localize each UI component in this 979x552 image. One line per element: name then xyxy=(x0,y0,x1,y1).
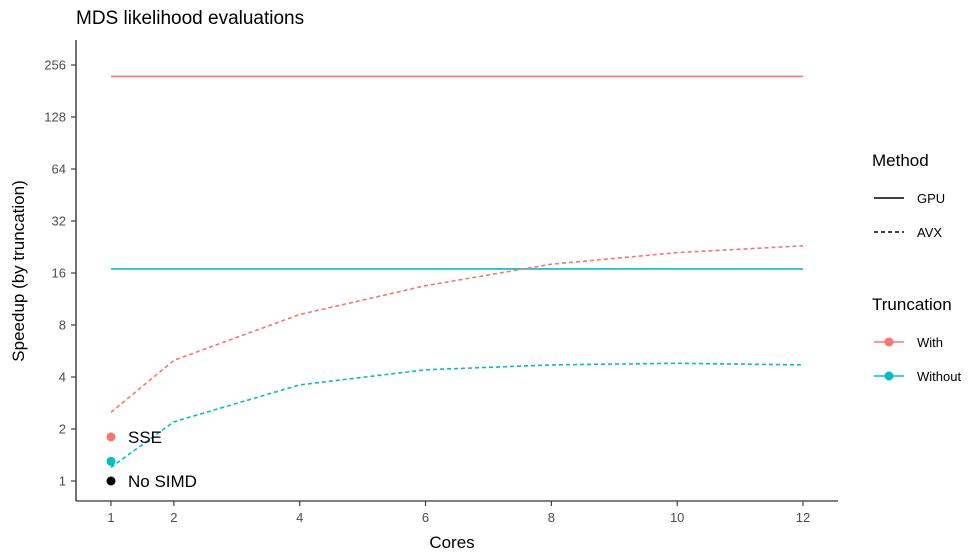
y-tick-label: 128 xyxy=(44,110,66,125)
point-label: No SIMD xyxy=(128,472,197,491)
y-tick-label: 32 xyxy=(52,214,66,229)
chart-title: MDS likelihood evaluations xyxy=(76,8,304,29)
point-no-simd xyxy=(106,476,116,486)
legend-truncation-title: Truncation xyxy=(872,295,952,314)
y-tick-label: 256 xyxy=(44,58,66,73)
legend-label-gpu: GPU xyxy=(917,191,945,206)
legend-key-point-without xyxy=(884,371,894,381)
x-tick-label: 12 xyxy=(796,510,810,525)
y-tick-label: 4 xyxy=(59,370,66,385)
point-label: SSE xyxy=(128,428,162,447)
series-layer xyxy=(110,75,804,468)
x-tick-label: 6 xyxy=(422,510,429,525)
legend-truncation-items: With Without xyxy=(874,335,961,384)
y-axis-ticks: 1 2 4 8 16 32 64 128 256 xyxy=(44,58,76,489)
y-tick-label: 1 xyxy=(59,474,66,489)
legend-label-without: Without xyxy=(917,369,961,384)
point-sse xyxy=(106,432,116,442)
y-tick-label: 8 xyxy=(59,318,66,333)
x-axis-title: Cores xyxy=(429,533,474,552)
x-tick-label: 10 xyxy=(670,510,684,525)
legend: Method GPU AVX Truncation With Without xyxy=(872,151,961,384)
series-line-avx-with xyxy=(110,245,804,413)
x-tick-label: 4 xyxy=(296,510,303,525)
legend-label-avx: AVX xyxy=(917,225,942,240)
legend-label-with: With xyxy=(917,335,943,350)
points-layer: SSE No SIMD xyxy=(106,428,197,491)
y-tick-label: 16 xyxy=(52,266,66,281)
x-axis-ticks: 1 2 4 6 8 10 12 xyxy=(107,501,810,525)
y-axis-title: Speedup (by truncation) xyxy=(9,180,28,361)
series-line-avx-without xyxy=(110,362,804,468)
y-tick-label: 64 xyxy=(52,162,66,177)
legend-key-point-with xyxy=(884,337,894,347)
point-without-truncation xyxy=(106,456,116,466)
x-tick-label: 2 xyxy=(170,510,177,525)
legend-method-title: Method xyxy=(872,151,929,170)
legend-method-items: GPU AVX xyxy=(874,191,945,240)
x-tick-label: 8 xyxy=(548,510,555,525)
y-tick-label: 2 xyxy=(59,422,66,437)
x-tick-label: 1 xyxy=(107,510,114,525)
